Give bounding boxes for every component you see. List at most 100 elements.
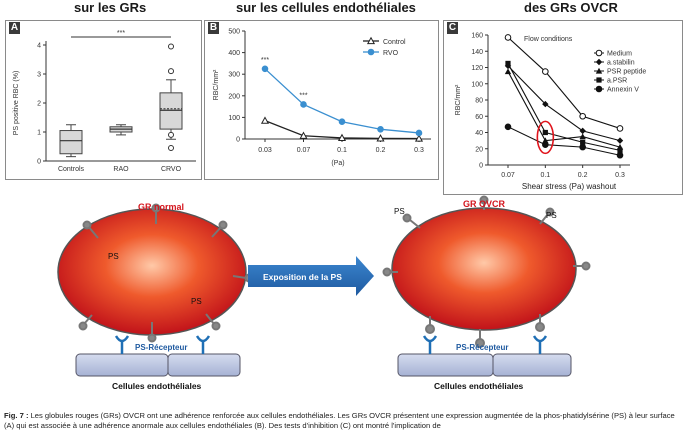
panel-b-xtick-label-1: 0.07 [297, 147, 311, 154]
panel-c-legend-label-0: Medium [607, 51, 632, 58]
panel-c-legend-label-2: PSR peptide [607, 69, 646, 76]
panel-b-xlabel: (Pa) [331, 160, 344, 167]
panel-c-point-3-1 [542, 129, 548, 136]
header-middle: sur les cellules endothéliales [236, 0, 416, 15]
panel-a-category-1: RAO [113, 166, 129, 173]
endothelial-cell-left-2 [167, 353, 241, 377]
panel-b-xtick-label-4: 0.3 [414, 147, 424, 154]
panel-c-legend-marker-4 [595, 85, 603, 93]
panel-a-ytick-label-4: 4 [37, 43, 41, 50]
panel-c-chart: 0 20 40 60 80 100 120 140 160 0.07 0.1 0.2 0.3 Shear … [455, 33, 646, 192]
panel-b: B 0 100 200 300 400 500 0.03 0.07 0.1 0.2 0.3 (Pa) R… [204, 20, 439, 180]
panel-c-point-0-2 [579, 112, 586, 120]
panel-b-ytick-label-0: 0 [236, 137, 240, 144]
panel-a-chart: 0 1 2 3 4 PS positive RBC (%) Controls RAO CRVO *… [13, 30, 196, 173]
panel-a-ytick-label-0: 0 [37, 159, 41, 166]
exposure-arrow-label: Exposition de la PS [263, 272, 342, 282]
endothelial-cell-right-2 [492, 353, 572, 377]
panel-b-annotation-1: *** [299, 92, 307, 99]
panel-a-ytick-label-2: 2 [37, 101, 41, 108]
panel-b-ytick-label-4: 400 [228, 50, 240, 57]
panel-c-line-0 [507, 37, 621, 129]
panel-a-ylabel: PS positive RBC (%) [13, 71, 20, 136]
rbc-ovcr-label: GR OVCR [463, 199, 506, 209]
panel-c-xtick-label-3: 0.3 [615, 172, 625, 179]
rbc-normal-label: GR normal [138, 202, 184, 212]
figure-caption: Fig. 7 : Les globules rouges (GRs) OVCR … [4, 411, 684, 431]
panel-b-annotation-0: *** [261, 57, 269, 64]
panel-c-legend-marker-2 [595, 67, 603, 74]
panel-b-legend-marker-0 [366, 36, 376, 45]
panel-c-ytick-label-3: 60 [475, 114, 483, 121]
panel-c-xtick-label-2: 0.2 [578, 172, 588, 179]
ps-label-right-1: PS [394, 207, 405, 216]
panel-b-xtick-label-2: 0.1 [337, 147, 347, 154]
panel-b-legend-label-1: RVO [383, 50, 399, 57]
adhesion-diagram: GR normal PS PS PS-Récepteur Cellules en… [57, 195, 591, 391]
panel-c-point-2-1 [542, 137, 549, 144]
panel-c-highlight [536, 120, 555, 155]
panel-c-point-3-3 [617, 147, 623, 153]
panel-b-point-0-0 [260, 116, 270, 124]
panel-b-ylabel: RBC/mm² [213, 69, 220, 100]
panel-b-letter: B [208, 22, 219, 34]
endothelial-cell-right-1 [397, 353, 494, 377]
panel-c-line-4 [507, 126, 621, 156]
panel-b-point-0-3 [376, 134, 385, 142]
panel-c-point-4-1 [542, 141, 549, 148]
panel-b-point-0-1 [299, 131, 308, 139]
panel-a-box-0 [59, 130, 83, 155]
panel-c-point-3-2 [580, 139, 586, 145]
panel-c-xlabel: Shear stress (Pa) washout [522, 182, 617, 191]
panel-a-ytick-label-3: 3 [37, 72, 41, 79]
panel-c-legend-marker-3 [596, 77, 602, 83]
panel-b-point-1-3 [377, 125, 384, 133]
panel-c-xtick-label-1: 0.1 [540, 172, 550, 179]
panel-c-ytick-label-5: 100 [471, 81, 483, 88]
panel-a-ytick-label-1: 1 [37, 130, 41, 137]
ps-molecules-right [382, 195, 591, 348]
receptor-label-right: PS-Récepteur [456, 343, 508, 352]
panel-b-ytick-label-5: 500 [228, 29, 240, 36]
panel-b-xtick-label-0: 0.03 [258, 147, 272, 154]
panel-a-category-0: Controls [58, 166, 85, 173]
panel-a-outlier-2-3 [168, 43, 174, 50]
panel-b-ytick-label-2: 200 [228, 93, 240, 100]
exposure-arrow [248, 256, 374, 296]
panel-c-point-0-1 [542, 68, 549, 75]
panel-b-point-1-4 [415, 129, 423, 137]
panel-c-legend-label-1: a.stabilin [607, 60, 635, 67]
rbc-ovcr [391, 207, 577, 331]
panel-c-point-0-3 [616, 125, 624, 132]
panel-c-point-1-3 [616, 137, 624, 144]
panel-c-legend-marker-0 [595, 49, 603, 57]
panel-c-point-3-0 [505, 60, 511, 67]
panel-c-ytick-label-6: 120 [471, 65, 483, 72]
panel-a-letter: A [9, 22, 20, 34]
panel-c-line-1 [507, 65, 621, 142]
panel-a: A 0 1 2 3 4 PS positive RBC (%) Controls RAO CRV… [5, 20, 202, 180]
panel-b-point-0-4 [414, 134, 424, 142]
ps-label-right-2: PS [546, 211, 557, 220]
endothelial-label-left: Cellules endothéliales [112, 381, 202, 391]
header-left: sur les GRs [74, 0, 147, 15]
panel-c: C 0 20 40 60 80 100 120 140 160 0.07 0.1 0.2 0.3 Shea… [443, 20, 683, 195]
ps-label-left-2: PS [191, 297, 202, 306]
panel-c-point-2-0 [504, 68, 512, 75]
panel-a-box-2 [159, 92, 183, 130]
panel-c-ytick-label-0: 0 [479, 163, 483, 170]
panel-c-ytick-label-8: 160 [471, 33, 483, 40]
panel-c-point-4-0 [504, 123, 512, 131]
panel-b-xtick-label-3: 0.2 [376, 147, 386, 154]
panel-c-ytick-label-2: 40 [475, 130, 483, 137]
panel-a-outlier-2-0 [168, 144, 174, 151]
panel-b-point-1-2 [338, 118, 346, 126]
panel-c-ytick-label-7: 140 [471, 49, 483, 56]
panel-c-title: Flow conditions [524, 36, 573, 43]
panel-c-ytick-label-1: 20 [475, 146, 483, 153]
caption-text: Les globules rouges (GRs) OVCR ont une a… [4, 411, 675, 430]
panel-c-point-2-2 [579, 133, 586, 140]
panel-c-point-4-3 [616, 151, 624, 159]
panel-b-legend-marker-1 [367, 48, 375, 56]
panel-c-legend-label-4: Annexin V [607, 87, 639, 94]
